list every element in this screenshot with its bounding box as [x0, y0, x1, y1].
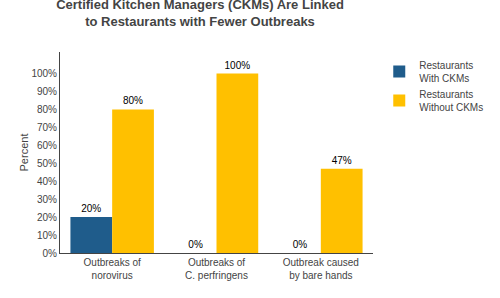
svg-text:50%: 50% [37, 158, 57, 169]
svg-text:100%: 100% [225, 60, 251, 71]
svg-text:0%: 0% [43, 248, 58, 259]
svg-text:RestaurantsWithout CKMs: RestaurantsWithout CKMs [419, 89, 483, 113]
svg-text:Certified Kitchen Managers (CK: Certified Kitchen Managers (CKMs) Are Li… [56, 0, 344, 29]
svg-text:0%: 0% [188, 239, 203, 250]
svg-text:47%: 47% [332, 155, 352, 166]
svg-text:20%: 20% [81, 203, 101, 214]
svg-text:0%: 0% [293, 239, 308, 250]
svg-text:30%: 30% [37, 194, 57, 205]
svg-text:80%: 80% [123, 95, 143, 106]
svg-text:Percent: Percent [18, 134, 30, 172]
svg-text:RestaurantsWith CKMs: RestaurantsWith CKMs [419, 60, 473, 84]
svg-text:Outbreak causedby bare hands: Outbreak causedby bare hands [283, 257, 359, 281]
svg-text:Outbreaks ofC. perfringens: Outbreaks ofC. perfringens [185, 257, 248, 281]
svg-text:80%: 80% [37, 104, 57, 115]
svg-text:10%: 10% [37, 230, 57, 241]
svg-text:90%: 90% [37, 86, 57, 97]
svg-text:40%: 40% [37, 176, 57, 187]
svg-text:Outbreaks ofnorovirus: Outbreaks ofnorovirus [84, 257, 141, 281]
svg-text:100%: 100% [31, 68, 57, 79]
svg-text:20%: 20% [37, 212, 57, 223]
svg-text:70%: 70% [37, 122, 57, 133]
svg-text:60%: 60% [37, 140, 57, 151]
